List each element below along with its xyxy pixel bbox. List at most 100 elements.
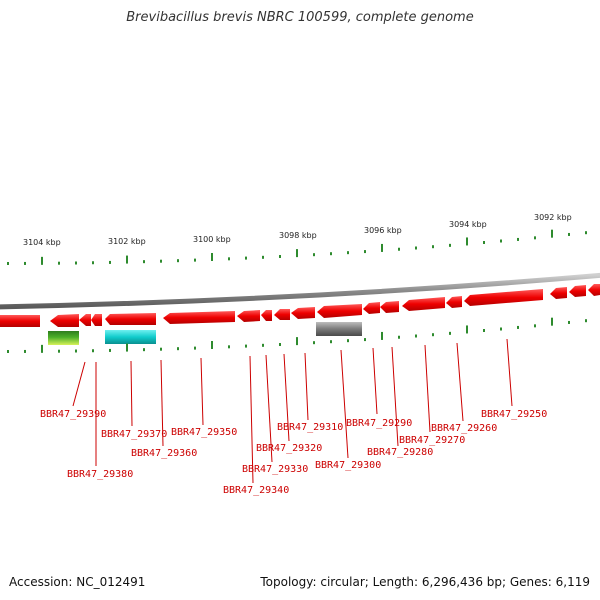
gene-label-29360[interactable]: BBR47_29360 — [131, 448, 197, 459]
minor-tick — [432, 245, 434, 249]
gene-arrow[interactable] — [317, 304, 362, 318]
gene-label-29330[interactable]: BBR47_29330 — [242, 464, 308, 475]
gene-arrow[interactable] — [105, 313, 156, 325]
minor-tick — [313, 341, 315, 345]
gene-label-29390[interactable]: BBR47_29390 — [40, 409, 106, 420]
minor-tick — [109, 348, 111, 352]
minor-tick — [177, 259, 179, 263]
minor-tick — [364, 338, 366, 342]
rna-feature-green[interactable] — [48, 331, 79, 345]
scale-label-3100: 3100 kbp — [193, 235, 231, 244]
minor-tick — [415, 246, 417, 250]
minor-tick — [585, 231, 587, 235]
gene-arrow[interactable] — [588, 284, 600, 296]
minor-tick — [228, 257, 230, 261]
misc-feature-gray[interactable] — [316, 322, 362, 336]
upper-tick-row — [7, 229, 587, 265]
gene-label-29320[interactable]: BBR47_29320 — [256, 443, 322, 454]
minor-tick — [449, 243, 451, 247]
major-tick — [466, 325, 468, 334]
major-tick — [551, 317, 553, 326]
minor-tick — [262, 255, 264, 259]
gene-arrow[interactable] — [569, 285, 586, 297]
gene-arrow[interactable] — [446, 296, 462, 308]
gene-label-29250[interactable]: BBR47_29250 — [481, 409, 547, 420]
minor-tick — [194, 346, 196, 350]
minor-tick — [483, 241, 485, 245]
major-tick — [41, 344, 43, 353]
gene-arrow[interactable] — [0, 315, 40, 327]
minor-tick — [58, 349, 60, 353]
gene-arrow[interactable] — [237, 310, 260, 322]
minor-tick — [585, 319, 587, 323]
lower-tick-row — [7, 317, 587, 353]
gene-arrow[interactable] — [464, 289, 543, 306]
gene-label-29370[interactable]: BBR47_29370 — [101, 429, 167, 440]
gene-arrow[interactable] — [363, 302, 380, 314]
gene-arrow[interactable] — [402, 297, 445, 311]
minor-tick — [262, 343, 264, 347]
gene-label-29310[interactable]: BBR47_29310 — [277, 422, 343, 433]
gene-arrow[interactable] — [163, 311, 235, 324]
minor-tick — [143, 260, 145, 264]
scale-label-3102: 3102 kbp — [108, 237, 146, 246]
minor-tick — [160, 259, 162, 263]
minor-tick — [245, 344, 247, 348]
scale-label-3094: 3094 kbp — [449, 220, 487, 229]
minor-tick — [279, 254, 281, 258]
major-tick — [211, 340, 213, 349]
major-tick — [381, 331, 383, 340]
minor-tick — [7, 261, 9, 265]
gene-label-29340[interactable]: BBR47_29340 — [223, 485, 289, 496]
minor-tick — [24, 261, 26, 265]
minor-tick — [449, 331, 451, 335]
minor-tick — [160, 347, 162, 351]
minor-tick — [75, 261, 77, 265]
gene-arrow[interactable] — [291, 307, 315, 319]
minor-tick — [194, 258, 196, 262]
minor-tick — [517, 237, 519, 241]
gene-label-29270[interactable]: BBR47_29270 — [399, 435, 465, 446]
gene-arrow[interactable] — [50, 314, 79, 327]
accession-text: Accession: NC_012491 — [9, 575, 146, 589]
minor-tick — [534, 324, 536, 328]
gene-label-29290[interactable]: BBR47_29290 — [346, 418, 412, 429]
minor-tick — [483, 329, 485, 333]
minor-tick — [432, 333, 434, 337]
gene-label-29280[interactable]: BBR47_29280 — [367, 447, 433, 458]
minor-tick — [398, 247, 400, 251]
gene-labels: BBR47_29390 BBR47_29380 BBR47_29370 BBR4… — [40, 409, 547, 496]
scale-label-3096: 3096 kbp — [364, 226, 402, 235]
minor-tick — [92, 349, 94, 353]
minor-tick — [24, 349, 26, 353]
rna-feature-cyan[interactable] — [105, 330, 156, 344]
minor-tick — [75, 349, 77, 353]
genome-summary-text: Topology: circular; Length: 6,296,436 bp… — [260, 575, 590, 589]
major-tick — [126, 255, 128, 264]
gene-label-29380[interactable]: BBR47_29380 — [67, 469, 133, 480]
gene-arrow[interactable] — [550, 287, 567, 299]
minor-tick — [143, 348, 145, 352]
major-tick — [126, 343, 128, 352]
major-tick — [551, 229, 553, 238]
minor-tick — [347, 339, 349, 343]
gene-label-29260[interactable]: BBR47_29260 — [431, 423, 497, 434]
gene-arrow[interactable] — [91, 314, 102, 326]
minor-tick — [279, 342, 281, 346]
major-tick — [466, 237, 468, 246]
scale-label-3104: 3104 kbp — [23, 238, 61, 247]
gene-arrow[interactable] — [79, 314, 91, 326]
minor-tick — [534, 236, 536, 240]
gene-arrow[interactable] — [380, 301, 399, 313]
minor-tick — [228, 345, 230, 349]
major-tick — [296, 337, 298, 346]
minor-tick — [58, 261, 60, 265]
gene-label-29300[interactable]: BBR47_29300 — [315, 460, 381, 471]
major-tick — [381, 243, 383, 252]
minor-tick — [313, 253, 315, 257]
gene-arrow[interactable] — [274, 309, 290, 320]
gene-arrow[interactable] — [261, 310, 272, 321]
gene-label-29350[interactable]: BBR47_29350 — [171, 427, 237, 438]
minor-tick — [330, 252, 332, 256]
